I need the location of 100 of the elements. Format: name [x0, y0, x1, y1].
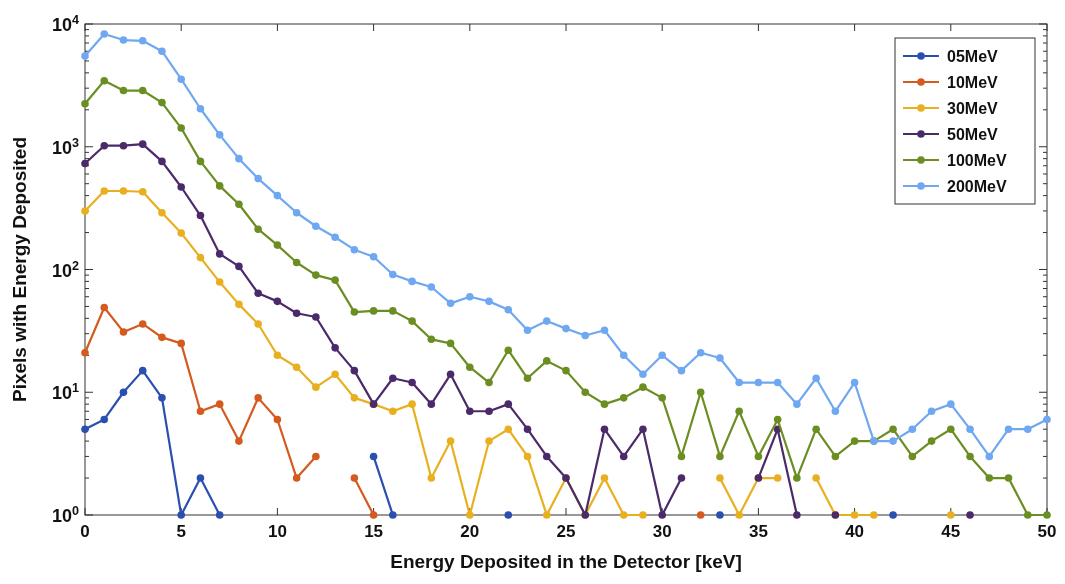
- point: [100, 76, 109, 85]
- point: [773, 415, 782, 424]
- point: [273, 415, 282, 424]
- point: [619, 351, 628, 360]
- point: [485, 437, 493, 445]
- point: [773, 474, 782, 482]
- legend-label: 05MeV: [947, 48, 999, 65]
- point: [562, 366, 570, 375]
- point: [542, 357, 551, 365]
- y-tick-label: 10$^{4}$: [51, 13, 79, 35]
- point: [504, 425, 513, 433]
- point: [947, 511, 955, 519]
- y-tick-label: 10$^{2}$: [51, 258, 79, 281]
- point: [716, 354, 724, 362]
- point: [927, 407, 936, 416]
- point: [119, 86, 128, 95]
- point: [696, 388, 705, 397]
- point: [177, 75, 185, 84]
- point: [908, 425, 917, 433]
- point: [81, 99, 89, 108]
- point: [331, 344, 339, 352]
- point: [369, 252, 378, 261]
- point: [1043, 415, 1051, 424]
- point: [215, 250, 224, 258]
- point: [331, 233, 339, 242]
- point: [215, 131, 224, 139]
- point: [870, 511, 878, 519]
- point: [350, 366, 359, 375]
- point: [350, 245, 359, 254]
- point: [562, 324, 570, 333]
- point: [138, 36, 147, 45]
- point: [619, 394, 628, 402]
- point: [639, 425, 647, 433]
- point: [100, 415, 109, 424]
- point: [158, 208, 166, 217]
- y-axis-title: Pixels with Energy Deposited: [9, 136, 30, 403]
- point: [119, 187, 128, 195]
- point: [1004, 425, 1013, 433]
- point: [658, 511, 666, 519]
- point: [81, 159, 89, 168]
- y-tick-label: 10$^{1}$: [51, 381, 79, 404]
- point: [677, 474, 686, 482]
- point: [600, 425, 609, 433]
- point: [581, 388, 590, 397]
- point: [850, 511, 859, 519]
- point: [100, 30, 109, 38]
- point: [966, 511, 974, 519]
- point: [947, 425, 955, 433]
- point: [369, 452, 378, 461]
- point: [1004, 474, 1013, 482]
- point: [292, 258, 301, 267]
- point: [466, 407, 474, 416]
- point: [639, 511, 647, 519]
- point: [619, 511, 628, 519]
- point: [485, 407, 493, 416]
- point: [793, 400, 801, 408]
- point: [177, 511, 185, 519]
- point: [158, 47, 166, 56]
- point: [273, 191, 282, 200]
- point: [292, 208, 301, 217]
- point: [812, 474, 820, 482]
- point: [716, 474, 724, 482]
- point: [273, 351, 282, 360]
- point: [158, 333, 166, 342]
- point: [619, 452, 628, 461]
- point: [523, 326, 532, 335]
- point: [254, 174, 262, 183]
- point: [446, 437, 455, 445]
- point: [196, 104, 205, 113]
- point: [389, 407, 397, 416]
- point: [273, 241, 282, 249]
- point: [158, 98, 166, 107]
- point: [831, 452, 840, 461]
- point: [466, 292, 474, 301]
- point: [100, 141, 109, 150]
- point: [100, 187, 109, 195]
- point: [215, 400, 224, 408]
- point: [831, 407, 840, 416]
- point: [908, 452, 917, 461]
- point: [119, 141, 128, 150]
- point: [81, 348, 89, 357]
- legend-label: 10MeV: [947, 74, 999, 91]
- point: [927, 437, 936, 445]
- point: [254, 320, 262, 328]
- point: [408, 400, 416, 408]
- point: [389, 374, 397, 383]
- point: [504, 305, 513, 314]
- point: [812, 374, 820, 383]
- x-tick-label: 15: [364, 522, 384, 541]
- point: [889, 511, 897, 519]
- point: [350, 394, 359, 402]
- point: [754, 378, 763, 387]
- point: [254, 225, 262, 233]
- point: [158, 394, 166, 402]
- point: [466, 363, 474, 371]
- point: [600, 474, 609, 482]
- point: [312, 452, 320, 461]
- point: [1023, 511, 1032, 519]
- point: [793, 474, 801, 482]
- point: [542, 511, 551, 519]
